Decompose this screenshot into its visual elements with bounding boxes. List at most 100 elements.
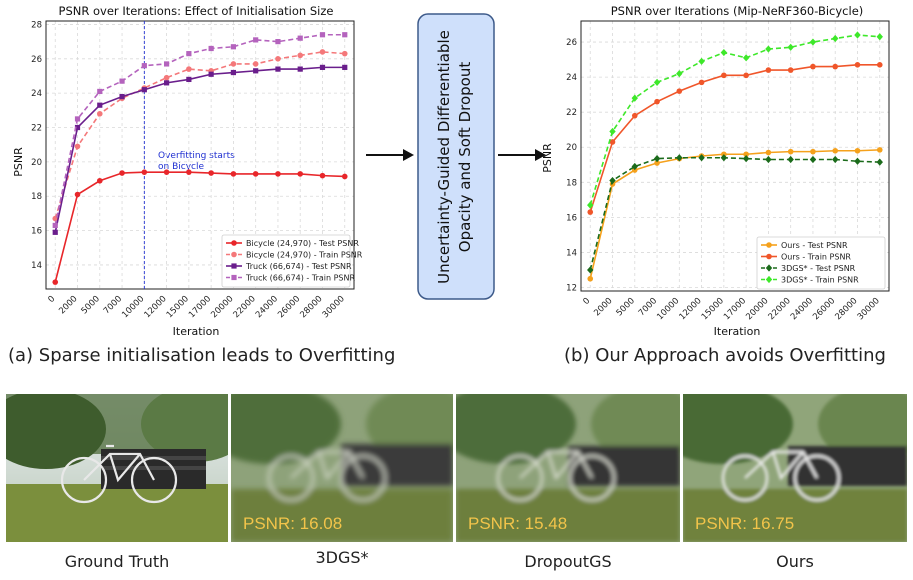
left-series-line-3 (54, 33, 345, 226)
left-point-3 (97, 88, 103, 95)
left-point-2 (319, 64, 326, 70)
left-point-2 (119, 93, 125, 100)
left-xtick-label: 17000 (187, 294, 213, 320)
left-series-line-0 (54, 171, 345, 283)
left-chart-xlabel: Iteration (173, 325, 220, 338)
left-point-3 (297, 35, 303, 41)
left-point-1 (230, 61, 237, 67)
left-xtick-label: 28000 (298, 294, 324, 320)
left-point-2 (52, 229, 58, 235)
left-point-0 (275, 171, 281, 177)
left-legend-marker-1 (231, 251, 237, 258)
left-chart-ylabel: PSNR (12, 147, 25, 177)
left-xtick-label: 12000 (143, 294, 169, 320)
left-point-3 (186, 51, 192, 57)
photo-dropoutgs: PSNR: 15.48 (456, 394, 680, 542)
left-point-3 (74, 116, 81, 122)
left-series-line-2 (54, 66, 345, 233)
left-psnr-chart: PSNR over Iterations: Effect of Initiali… (12, 4, 363, 338)
left-legend-marker-3 (231, 274, 237, 281)
left-point-3 (208, 45, 214, 52)
left-point-0 (74, 191, 81, 198)
psnr-3dgs: PSNR: 16.08 (243, 514, 343, 533)
left-point-1 (341, 50, 348, 57)
left-xtick-label: 22000 (232, 294, 258, 320)
photo-ground-truth (6, 394, 228, 542)
left-xtick-label: 26000 (276, 294, 302, 320)
label-ground-truth: Ground Truth (64, 552, 170, 571)
left-point-1 (163, 74, 170, 81)
left-point-3 (319, 32, 326, 38)
left-point-3 (253, 37, 259, 43)
left-xtick-label: 15000 (165, 294, 191, 320)
left-ytick-label: 26 (31, 55, 42, 65)
photo-ours: PSNR: 16.75 (683, 394, 907, 542)
left-point-0 (163, 169, 170, 175)
left-chart-title: PSNR over Iterations: Effect of Initiali… (59, 4, 334, 18)
left-point-3 (230, 44, 237, 50)
left-legend-box (221, 234, 351, 288)
caption-right: (b) Our Approach avoids Overfitting (564, 345, 886, 366)
bicycle-scene-image-blurred (456, 394, 680, 542)
left-point-0 (252, 171, 259, 177)
left-point-2 (141, 87, 147, 93)
left-legend-label-0: Bicycle (24,970) - Test PSNR (246, 239, 359, 248)
left-plot-frame (45, 20, 355, 290)
left-xtick-label: 30000 (321, 294, 347, 320)
left-ytick-label: 14 (31, 261, 42, 271)
left-point-1 (186, 66, 192, 72)
photo-3dgs: PSNR: 16.08 (231, 394, 453, 542)
left-point-2 (97, 102, 103, 108)
left-point-2 (275, 66, 281, 72)
left-xtick-label: 0 (46, 294, 57, 305)
left-xtick-label: 24000 (254, 294, 280, 320)
left-legend-marker-2 (231, 263, 237, 269)
left-series-line-1 (54, 51, 345, 219)
label-ours: Ours (776, 552, 814, 571)
left-ytick-label: 24 (31, 89, 42, 99)
left-legend-label-2: Truck (66,674) - Test PSNR (245, 262, 352, 271)
left-point-3 (275, 39, 281, 45)
left-point-2 (186, 76, 192, 83)
left-point-2 (163, 80, 170, 86)
left-point-0 (186, 169, 192, 175)
left-point-0 (52, 279, 59, 285)
left-point-1 (275, 55, 281, 62)
caption-left: (a) Sparse initialisation leads to Overf… (8, 345, 396, 366)
overfitting-annotation-line2: on Bicycle (158, 162, 204, 172)
left-ytick-label: 16 (31, 227, 42, 237)
left-point-3 (342, 32, 348, 38)
psnr-ours: PSNR: 16.75 (695, 514, 795, 533)
left-legend-label-3: Truck (66,674) - Train PSNR (245, 274, 355, 283)
left-point-1 (297, 52, 304, 59)
overfitting-annotation-line1: Overfitting starts (158, 151, 235, 161)
left-point-2 (74, 124, 81, 131)
left-point-2 (208, 71, 214, 77)
left-point-3 (141, 63, 147, 69)
left-ytick-label: 20 (31, 158, 42, 168)
left-point-1 (96, 110, 103, 117)
bicycle-scene-image (6, 394, 228, 542)
left-point-1 (252, 61, 259, 67)
left-point-0 (141, 169, 148, 175)
psnr-dropoutgs: PSNR: 15.48 (468, 514, 568, 533)
left-point-2 (230, 69, 237, 76)
left-xtick-label: 10000 (120, 294, 146, 320)
left-point-0 (119, 170, 125, 176)
left-legend-marker-0 (231, 240, 237, 246)
left-xtick-label: 20000 (209, 294, 235, 320)
left-point-3 (52, 222, 58, 229)
left-ytick-label: 18 (31, 192, 42, 202)
left-point-3 (119, 78, 125, 84)
left-xtick-label: 5000 (80, 294, 102, 316)
left-point-0 (297, 171, 304, 177)
left-point-3 (163, 61, 170, 67)
left-point-2 (342, 64, 348, 70)
left-xtick-label: 2000 (57, 294, 79, 316)
left-point-0 (96, 177, 103, 184)
left-point-2 (253, 68, 259, 74)
left-point-2 (297, 66, 303, 72)
bicycle-scene-image-ours (683, 394, 907, 542)
left-point-0 (208, 170, 214, 176)
left-ytick-label: 22 (31, 124, 42, 134)
